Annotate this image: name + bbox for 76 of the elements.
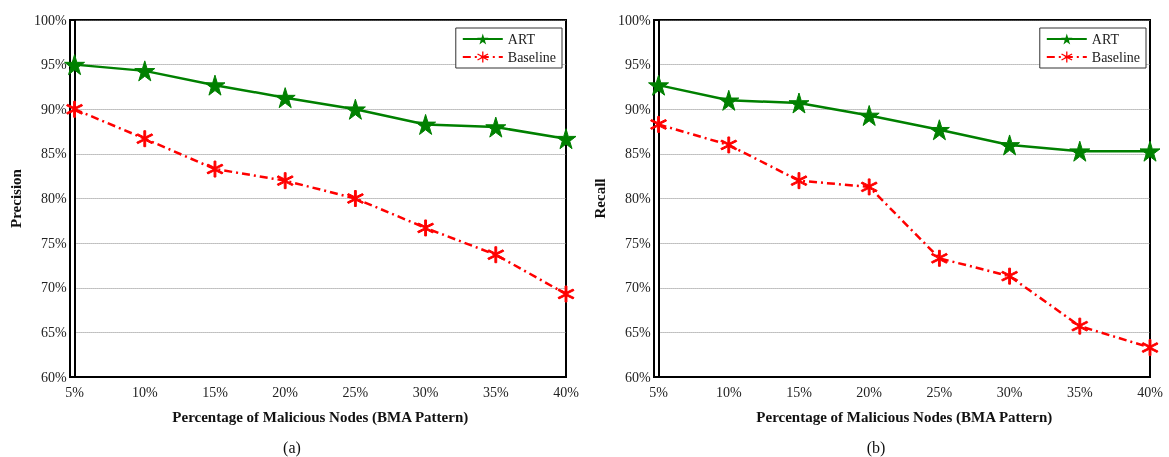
y-tick-label: 90% [40,101,67,117]
point [485,116,507,138]
legend-label: Baseline [1091,49,1141,65]
point [487,246,505,264]
x-tick-label: 40% [553,384,580,400]
point [1139,140,1161,162]
point [134,60,156,82]
point [928,119,950,141]
x-tick-label: 25% [342,384,369,400]
y-axis-title: Precision [7,168,24,228]
point [66,100,84,118]
x-tick-label: 40% [1137,384,1164,400]
point [648,74,670,96]
y-tick-label: 80% [40,191,67,206]
y-tick-label: 60% [40,369,67,385]
y-axis-title: Recall [591,178,608,219]
point [555,128,577,150]
point [930,249,948,267]
x-axis-title: Percentage of Malicious Nodes (BMA Pattern) [172,408,469,426]
y-tick-label: 85% [40,146,67,162]
point [720,136,738,154]
point [650,115,668,133]
y-tick-label: 95% [624,57,651,73]
x-axis-title: Percentage of Malicious Nodes (BMA Pattern) [756,408,1053,426]
point [206,160,224,178]
text: (b) [866,438,886,457]
point [860,178,878,196]
x-tick-label: 35% [1066,384,1093,400]
y-tick-label: 65% [624,324,651,340]
y-tick-label: 65% [40,324,67,340]
x-tick-label: 15% [202,384,229,400]
point [136,130,154,148]
x-tick-label: 30% [412,384,439,400]
x-tick-label: 35% [482,384,509,400]
point [274,87,296,109]
y-tick-label: 75% [40,235,67,251]
x-tick-label: 20% [856,384,883,400]
y-tick-label: 80% [624,191,651,206]
point [999,134,1021,156]
point [346,190,364,207]
legend-label: ART [507,31,536,47]
y-tick-label: 60% [624,369,651,385]
x-tick-label: 5% [649,384,669,400]
y-tick-label: 95% [40,57,67,73]
point [415,113,437,135]
point [1001,267,1019,285]
y-tick-label: 100% [617,12,651,28]
point [344,98,366,120]
x-tick-label: 20% [272,384,299,400]
point [417,219,435,237]
x-tick-label: 30% [996,384,1023,400]
point [276,172,294,190]
x-tick-label: 10% [715,384,742,400]
point [718,89,740,111]
x-tick-label: 25% [926,384,953,400]
y-tick-label: 70% [40,280,67,296]
legend-label: ART [1091,31,1120,47]
point [1141,339,1159,357]
legend-label: Baseline [507,49,557,65]
y-tick-label: 100% [33,12,67,28]
point [858,105,880,126]
y-tick-label: 90% [624,101,651,117]
point [788,92,810,114]
y-tick-label: 85% [624,146,651,162]
x-tick-label: 15% [786,384,813,400]
point [1071,317,1089,335]
text: (a) [283,438,301,457]
point [64,54,86,76]
point [557,285,575,303]
x-tick-label: 5% [65,384,85,400]
y-tick-label: 70% [624,280,651,296]
point [1069,140,1091,162]
x-tick-label: 10% [131,384,158,400]
point [790,172,808,190]
point [204,74,226,96]
y-tick-label: 75% [624,235,651,251]
